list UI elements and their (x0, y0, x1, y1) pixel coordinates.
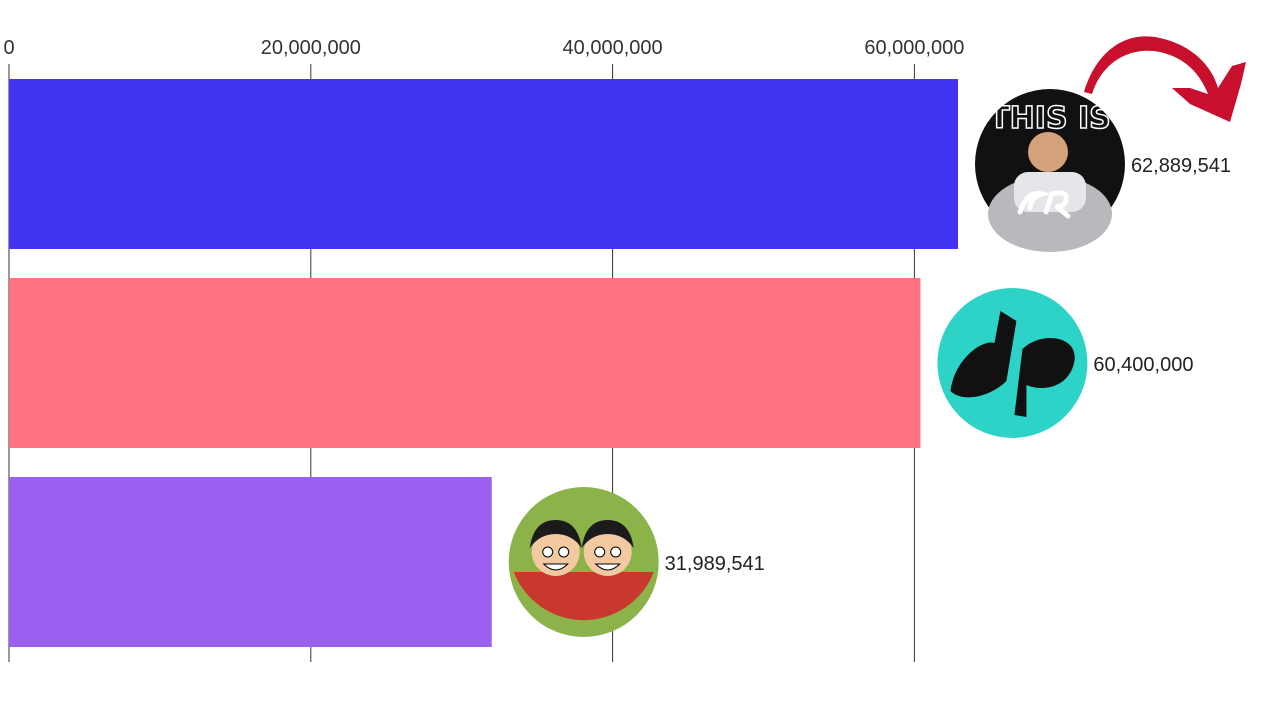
x-tick-label-2: 40,000,000 (563, 37, 663, 59)
x-tick-label-0: 0 (3, 37, 14, 59)
anime-channel-avatar (508, 487, 659, 637)
x-tick-label-3: 60,000,000 (864, 37, 964, 59)
value-label-0: 62,889,541 (1131, 155, 1231, 177)
red-curved-arrow-icon (1084, 36, 1246, 123)
x-tick-label-1: 20,000,000 (261, 37, 361, 59)
bar-2 (9, 477, 492, 647)
avatar-text: THIS IS (989, 101, 1111, 136)
bar-0 (9, 79, 958, 249)
avatars: THIS IS (508, 89, 1125, 637)
value-label-1: 60,400,000 (1093, 354, 1193, 376)
value-label-2: 31,989,541 (665, 553, 765, 575)
cristiano-channel-avatar: THIS IS (975, 89, 1125, 252)
value-labels: 62,889,541 60,400,000 31,989,541 (665, 155, 1231, 575)
x-axis-ticks: 0 20,000,000 40,000,000 60,000,000 (3, 37, 964, 59)
bars (9, 79, 958, 647)
bar-1 (9, 278, 921, 448)
annotation-layer (1084, 36, 1246, 123)
dude-perfect-avatar (937, 288, 1088, 438)
